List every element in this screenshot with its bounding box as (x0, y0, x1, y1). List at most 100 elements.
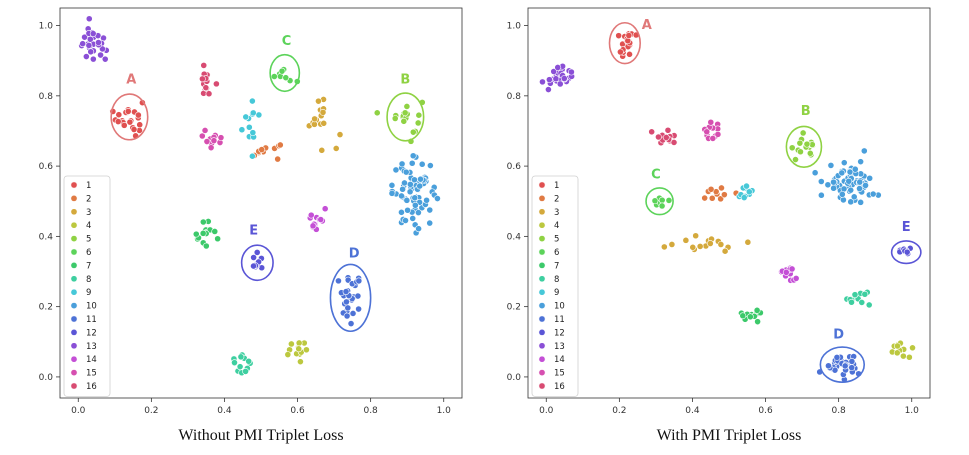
legend-label: 7 (554, 261, 559, 271)
x-tick-label: 0.2 (612, 406, 626, 416)
data-point (309, 222, 317, 230)
annotation-label-c: C (282, 34, 292, 49)
data-point (811, 169, 819, 177)
data-point (212, 80, 220, 88)
data-point (126, 118, 134, 126)
x-tick-label: 0.0 (539, 406, 554, 416)
data-point (658, 196, 666, 204)
data-point (248, 152, 256, 160)
data-point (848, 298, 855, 306)
legend-label: 15 (86, 369, 97, 379)
data-point (418, 160, 426, 168)
data-point (817, 191, 825, 199)
annotation-ellipse-b (785, 125, 823, 168)
data-point (556, 80, 564, 88)
data-point (217, 134, 225, 142)
y-tick-label: 0.8 (507, 92, 522, 102)
cluster-13 (539, 62, 576, 93)
data-point (706, 240, 714, 247)
data-point (426, 206, 434, 214)
cluster-5 (373, 99, 426, 145)
data-point (136, 121, 144, 129)
x-tick-label: 0.4 (685, 406, 700, 416)
legend-label: 9 (86, 288, 91, 298)
data-point (399, 185, 406, 193)
cluster-10 (388, 152, 441, 237)
data-point (355, 305, 362, 313)
annotation-label-b: B (400, 73, 410, 88)
y-tick-label: 1.0 (39, 22, 54, 32)
data-point (554, 64, 562, 71)
data-point (406, 180, 414, 188)
data-point (753, 306, 761, 314)
cluster-1 (109, 99, 146, 140)
legend-marker (538, 181, 546, 189)
data-point (409, 152, 417, 160)
data-point (303, 346, 310, 354)
cluster-13 (78, 15, 110, 63)
legend-box (63, 175, 111, 397)
cluster-12 (250, 248, 266, 272)
annotation-ellipse-c (645, 187, 674, 216)
data-point (344, 304, 352, 312)
legend-label: 4 (86, 221, 91, 231)
data-point (851, 291, 859, 299)
data-point (721, 247, 729, 255)
data-point (840, 196, 847, 204)
cluster-14 (778, 264, 800, 284)
legend-label: 11 (554, 315, 565, 325)
x-tick-label: 0.0 (71, 406, 86, 416)
data-point (617, 48, 624, 56)
data-point (850, 193, 858, 201)
legend-marker (538, 302, 546, 309)
data-point (434, 195, 441, 202)
data-point (311, 115, 319, 123)
data-point (739, 312, 747, 320)
data-point (745, 188, 753, 196)
cluster-9 (238, 97, 263, 160)
x-tick-label: 0.8 (363, 406, 378, 416)
data-point (401, 109, 409, 117)
data-point (552, 75, 560, 83)
data-point (249, 109, 257, 117)
cluster-8 (843, 288, 873, 309)
data-point (255, 111, 263, 119)
data-point (709, 135, 717, 142)
cluster-5 (788, 129, 817, 163)
panel-caption: Without PMI Triplet Loss (178, 427, 343, 444)
data-point (414, 119, 422, 127)
legend-marker (70, 382, 78, 390)
data-point (856, 185, 863, 193)
data-point (237, 353, 245, 361)
legend-label: 16 (86, 382, 97, 392)
legend-label: 2 (554, 194, 559, 204)
data-point (740, 194, 748, 201)
data-point (708, 194, 716, 202)
annotation-ellipse-a (608, 21, 641, 65)
legend-marker (70, 235, 78, 242)
cluster-14 (306, 205, 329, 233)
data-point (391, 115, 399, 122)
legend-marker (70, 329, 78, 336)
data-point (550, 68, 558, 75)
data-point (660, 243, 668, 251)
x-tick-label: 0.8 (831, 406, 846, 416)
data-point (250, 254, 258, 261)
data-point (349, 310, 357, 317)
y-tick-label: 0.8 (39, 92, 54, 102)
data-point (332, 145, 340, 152)
cluster-3 (305, 96, 344, 154)
y-tick-label: 1.0 (507, 22, 522, 32)
data-point (124, 108, 132, 115)
data-point (319, 108, 327, 116)
data-point (409, 128, 417, 136)
y-tick-label: 0.0 (39, 373, 54, 383)
data-point (848, 364, 856, 372)
data-point (626, 50, 633, 58)
legend-marker (538, 369, 546, 376)
x-tick-label: 0.2 (144, 406, 158, 416)
legend-label: 3 (554, 208, 559, 218)
data-point (415, 209, 422, 216)
data-point (717, 241, 725, 248)
data-point (703, 128, 711, 136)
